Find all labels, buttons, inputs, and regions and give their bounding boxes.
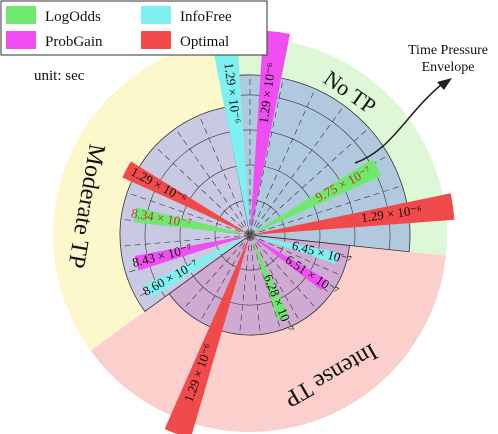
legend-label-logodds: LogOdds xyxy=(45,9,101,25)
legend-label-optimal: Optimal xyxy=(180,34,229,50)
grid-spoke xyxy=(249,234,261,335)
grid-spoke xyxy=(249,105,345,236)
legend-swatch-logodds xyxy=(6,6,36,24)
bar-moderate-tp-logodds xyxy=(133,207,250,235)
legend-label-probgain: ProbGain xyxy=(45,34,103,50)
bar-moderate-tp-probgain xyxy=(134,235,250,271)
envelope-title-line2: Envelope xyxy=(422,60,475,75)
bars xyxy=(122,30,455,434)
grid-ring xyxy=(214,200,244,256)
grid-spoke xyxy=(198,115,251,236)
bar-moderate-tp-infofree xyxy=(144,235,250,299)
bar-intense-tp-logodds xyxy=(250,235,290,321)
grid-spoke xyxy=(175,128,251,236)
grid-spoke xyxy=(249,127,370,236)
envelope-title-line1: Time Pressure xyxy=(408,43,488,58)
grid-spoke xyxy=(199,234,251,322)
bar-no-tp-logodds xyxy=(250,159,382,235)
legend-box xyxy=(0,0,268,56)
grid-spoke xyxy=(249,78,284,236)
bar-no-tp-infofree xyxy=(210,30,250,236)
grid-spoke xyxy=(249,234,282,331)
legend-swatch-optimal xyxy=(141,31,171,49)
unit-label: unit: sec xyxy=(34,68,85,84)
legend-swatch-probgain xyxy=(6,31,36,49)
grid-spoke xyxy=(239,234,251,335)
grid-spoke xyxy=(249,234,301,322)
legend-swatch-infofree xyxy=(141,6,171,24)
bar-intense-tp-infofree xyxy=(250,235,339,264)
bar-no-tp-optimal xyxy=(250,193,455,235)
region-sector-intense-tp xyxy=(168,234,350,336)
grid-ring xyxy=(193,242,320,306)
bar-intense-tp-probgain xyxy=(250,235,328,291)
bar-no-tp-probgain xyxy=(250,30,290,236)
grid-spoke xyxy=(249,185,403,236)
grid-spoke xyxy=(249,234,342,276)
envelope-arrowhead xyxy=(437,78,452,90)
legend-label-infofree: InfoFree xyxy=(180,9,232,25)
grid-spoke xyxy=(182,234,251,310)
grid-spoke xyxy=(126,192,251,236)
grid-ring xyxy=(144,131,231,297)
bar-moderate-tp-optimal xyxy=(122,161,250,235)
grid-spoke xyxy=(249,234,318,310)
grid-ring xyxy=(179,165,237,277)
grid-spoke xyxy=(120,234,251,247)
legend: LogOdds InfoFree ProbGain Optimal xyxy=(0,0,268,56)
envelope-annotation: Time Pressure Envelope xyxy=(354,43,488,164)
envelope-arrow xyxy=(354,83,443,164)
bar-intense-tp-optimal xyxy=(164,235,250,434)
grid-spoke xyxy=(154,146,251,236)
grid-spoke xyxy=(249,88,316,236)
